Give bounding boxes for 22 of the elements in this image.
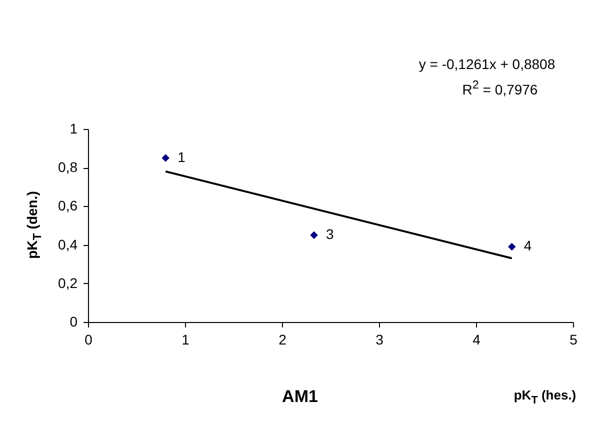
text: AM1 — [282, 387, 318, 407]
x-axis-title: pK$_{T}$ (hes.) — [514, 388, 576, 406]
y-tick-label: 0,4 — [58, 236, 78, 252]
x-tick-label: 0 — [84, 332, 93, 348]
x-tick-label: 5 — [570, 332, 578, 348]
point — [310, 231, 318, 240]
annotation: 4 — [524, 238, 532, 254]
y-tick-label: 0,2 — [58, 274, 78, 291]
text: R$^{2}$ = 0,7976 — [462, 78, 538, 98]
annotation: 1 — [178, 148, 186, 165]
y-tick-label: 0 — [70, 314, 78, 330]
text: y = -0,1261x + 0,8808 — [418, 56, 556, 72]
point — [508, 242, 516, 251]
y-tick-label: 1 — [70, 120, 78, 136]
x-tick-label: 2 — [278, 332, 287, 348]
point — [162, 154, 170, 162]
y-tick-label: 0,8 — [58, 159, 78, 176]
y-tick-label: 0,6 — [58, 198, 78, 214]
x-tick-label: 3 — [376, 332, 384, 348]
x-tick-label: 4 — [472, 332, 481, 348]
x-tick-label: 1 — [182, 332, 190, 348]
annotation: 3 — [326, 226, 334, 242]
